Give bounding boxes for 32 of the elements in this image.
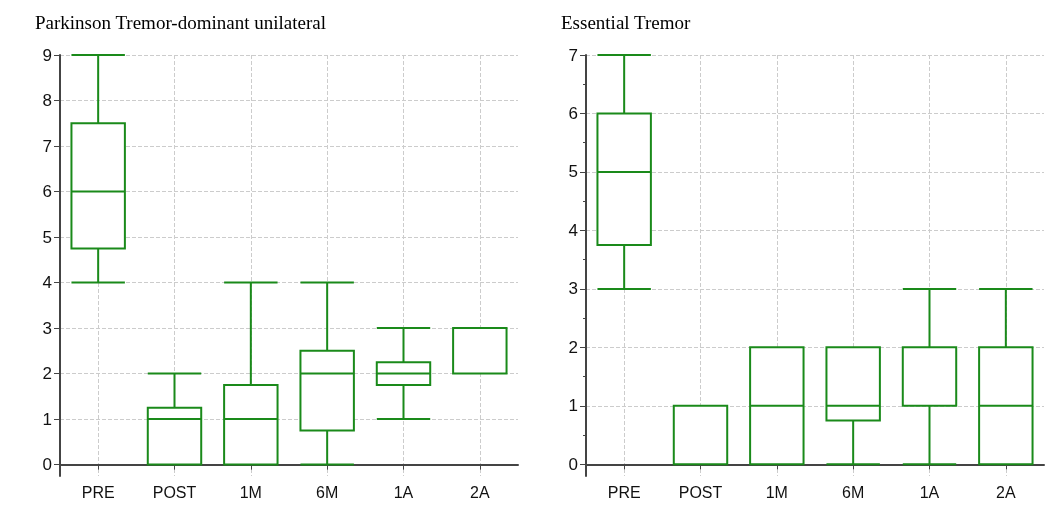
x-tick-label: 1M [239, 483, 262, 501]
y-tick-label: 9 [42, 45, 52, 65]
x-tick-label: 1A [393, 483, 414, 501]
x-tick-label: 1M [765, 483, 788, 501]
y-tick-label: 2 [42, 364, 52, 384]
y-tick-label: 7 [42, 136, 52, 156]
y-tick-label: 5 [42, 227, 52, 247]
y-tick-label: 0 [568, 454, 578, 474]
y-tick-label: 8 [42, 91, 52, 111]
y-tick-label: 3 [42, 318, 52, 338]
y-tick-label: 1 [42, 409, 52, 429]
x-tick-label: POST [152, 483, 197, 501]
chart-title: Parkinson Tremor-dominant unilateral [35, 12, 326, 33]
x-tick-label: 1A [919, 483, 940, 501]
y-tick-label: 4 [568, 220, 578, 240]
y-tick-label: 4 [42, 273, 52, 293]
x-tick-label: 6M [842, 483, 865, 501]
y-tick-label: 1 [568, 396, 578, 416]
x-tick-label: POST [678, 483, 723, 501]
x-tick-label: 6M [316, 483, 339, 501]
x-tick-label: 2A [996, 483, 1016, 501]
y-tick-label: 3 [568, 279, 578, 299]
y-tick-label: 0 [42, 455, 52, 475]
x-tick-label: PRE [81, 483, 115, 501]
y-tick-label: 6 [42, 182, 52, 202]
y-tick-label: 6 [568, 103, 578, 123]
x-tick-label: 2A [470, 483, 490, 501]
y-tick-label: 7 [568, 45, 578, 65]
y-tick-label: 2 [568, 337, 578, 357]
chart-title: Essential Tremor [561, 12, 691, 33]
y-tick-label: 5 [568, 162, 578, 182]
x-tick-label: PRE [607, 483, 641, 501]
